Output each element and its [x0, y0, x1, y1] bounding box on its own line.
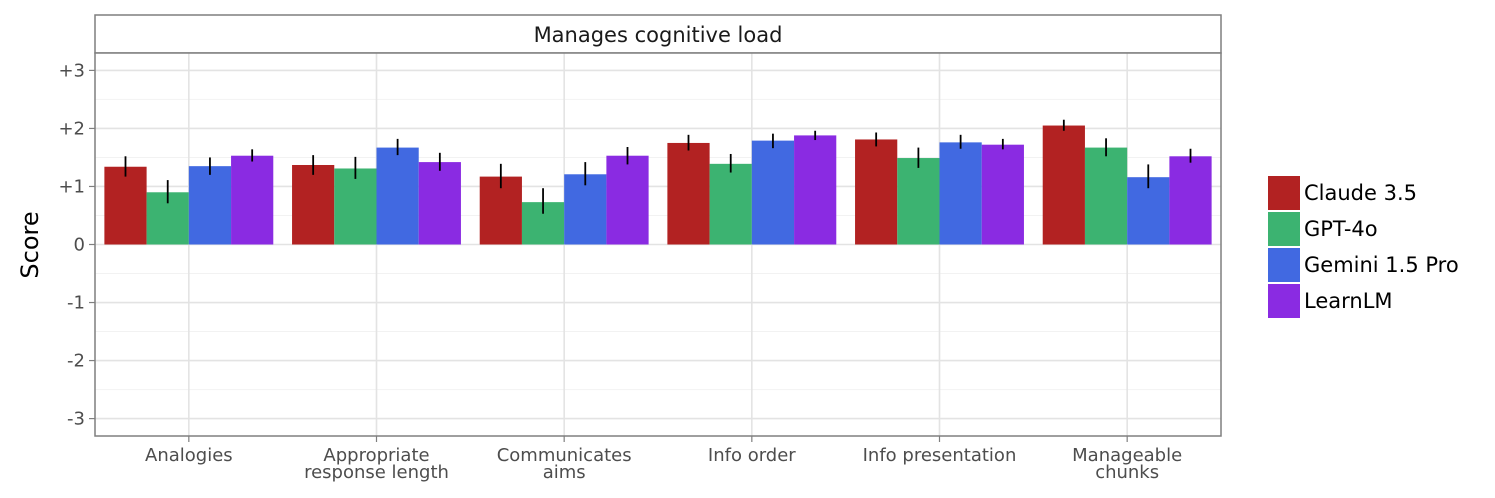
y-tick-label: -3: [67, 409, 85, 430]
bar-gemini-1-5-pro: [564, 174, 607, 245]
x-tick-label-line: Appropriate: [323, 445, 429, 466]
bar-gemini-1-5-pro: [751, 140, 795, 245]
bar-claude-3-5: [292, 164, 335, 245]
x-tick-label-line: Info order: [708, 445, 796, 466]
y-axis-ticks: +3 +2 +1 0 -1 -2 -3: [58, 60, 95, 430]
x-tick-label: Analogies: [145, 445, 233, 466]
legend-swatch: [1268, 176, 1300, 210]
bar-learnlm: [981, 144, 1024, 245]
x-tick-label-line: Communicates: [497, 445, 632, 466]
x-axis-ticks: Analogies Appropriate response length Commu…: [145, 436, 1182, 483]
x-tick-label: Info order: [708, 445, 796, 466]
bars: [104, 125, 1212, 245]
y-axis-title: Score: [16, 211, 44, 278]
x-tick-label-line: aims: [543, 462, 586, 483]
x-tick-label: Info presentation: [863, 445, 1017, 466]
x-tick-label: Communicates aims: [497, 445, 632, 483]
legend: Claude 3.5 GPT-4o Gemini 1.5 Pro LearnLM: [1268, 176, 1459, 318]
bar-learnlm: [606, 155, 649, 245]
x-tick-label-line: Manageable: [1072, 445, 1182, 466]
y-tick-label: 0: [74, 235, 85, 256]
y-tick-label: -2: [67, 351, 85, 372]
bar-claude-3-5: [855, 139, 898, 245]
bar-gemini-1-5-pro: [1127, 177, 1170, 245]
legend-label: GPT-4o: [1304, 217, 1378, 241]
legend-label: LearnLM: [1304, 289, 1393, 313]
bar-gpt-4o: [709, 163, 752, 245]
bar-claude-3-5: [1042, 125, 1085, 245]
bar-learnlm: [418, 162, 461, 245]
bar-gpt-4o: [1084, 147, 1128, 245]
x-tick-label-line: response length: [304, 462, 449, 483]
x-tick-label-line: Analogies: [145, 445, 233, 466]
x-tick-label-line: chunks: [1095, 462, 1159, 483]
bar-gemini-1-5-pro: [376, 147, 419, 245]
x-tick-label: Appropriate response length: [304, 445, 449, 483]
bar-gemini-1-5-pro: [939, 142, 982, 245]
error-bars: [124, 119, 1192, 214]
legend-swatch: [1268, 248, 1300, 282]
bar-claude-3-5: [667, 142, 710, 245]
legend-label: Gemini 1.5 Pro: [1304, 253, 1459, 277]
y-tick-label: +2: [58, 118, 85, 139]
y-tick-label: +3: [58, 60, 85, 81]
x-tick-label-line: Info presentation: [863, 445, 1017, 466]
bar-gpt-4o: [334, 168, 377, 245]
legend-swatch: [1268, 284, 1300, 318]
strip-background: [94, 14, 1222, 54]
bar-claude-3-5: [104, 166, 147, 245]
facet-title: Manages cognitive load: [534, 23, 783, 47]
y-tick-label: +1: [58, 176, 85, 197]
bar-learnlm: [794, 135, 837, 245]
legend-swatch: [1268, 212, 1300, 246]
bar-gemini-1-5-pro: [188, 166, 232, 245]
bar-gpt-4o: [897, 158, 940, 245]
y-tick-label: -1: [67, 293, 85, 314]
legend-label: Claude 3.5: [1304, 181, 1417, 205]
x-tick-label: Manageable chunks: [1072, 445, 1182, 483]
bar-learnlm: [1169, 156, 1212, 245]
bar-learnlm: [231, 155, 274, 245]
